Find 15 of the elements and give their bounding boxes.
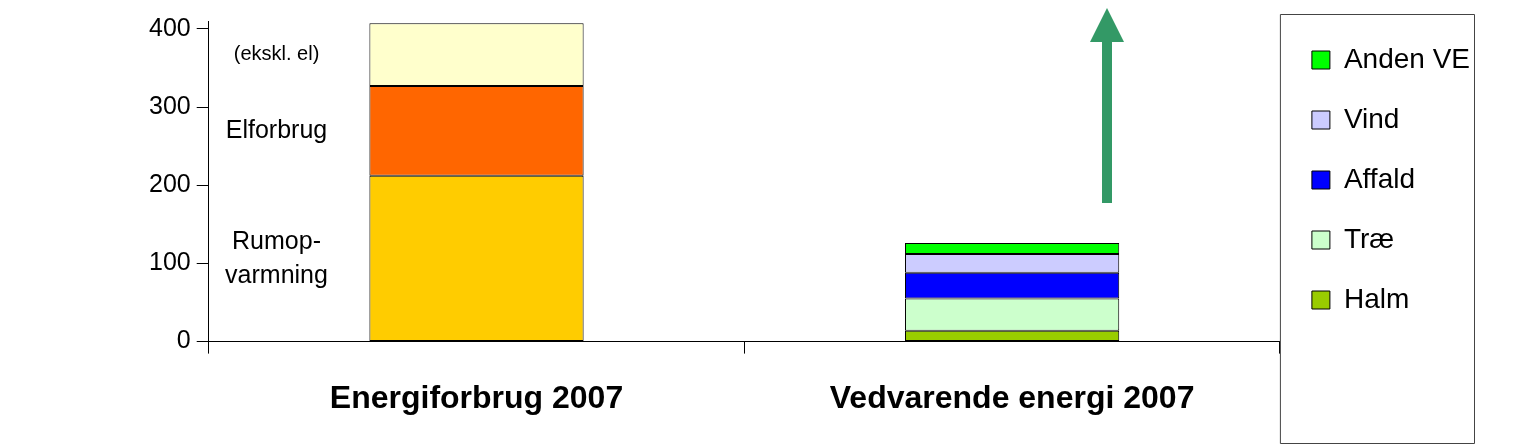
legend-label: Vind: [1343, 102, 1400, 134]
legend-label: Anden VE: [1343, 42, 1471, 74]
series-label: Rumop-varmning: [225, 225, 328, 288]
y-tick-label: 300: [148, 90, 191, 119]
legend-label: Træ: [1343, 222, 1395, 254]
y-tick-label: 200: [148, 169, 191, 198]
y-tick-label: 100: [148, 247, 191, 276]
text: (ekskl. el): [233, 42, 320, 65]
legend-label: Halm: [1343, 282, 1410, 314]
x-tick-label: Vedvarende energi 2007: [829, 378, 1195, 415]
y-tick-label: 400: [148, 12, 191, 41]
x-tick-label: Energiforbrug 2007: [329, 378, 624, 415]
series-label: Elforbrug: [225, 114, 328, 143]
y-tick-label: 0: [176, 325, 191, 354]
legend-label: Affald: [1343, 162, 1415, 194]
